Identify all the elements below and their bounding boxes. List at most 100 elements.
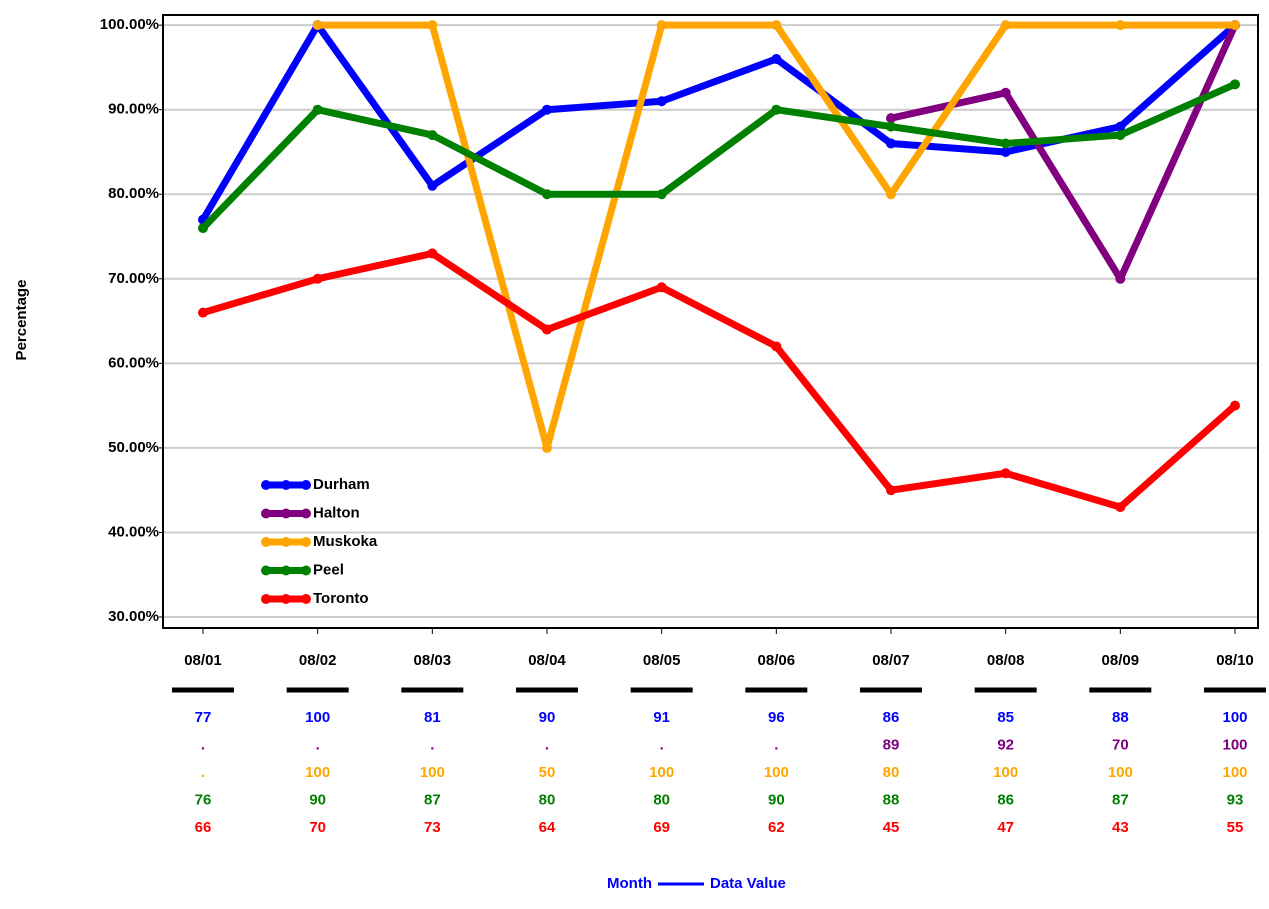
table-value: 89 [883,736,900,753]
x-tick-label: 08/05 [643,652,681,669]
point [1230,20,1240,31]
x-tick-label: 08/01 [184,652,222,669]
legend-dot [301,565,311,576]
point [1000,146,1011,157]
table-value: 85 [997,709,1014,726]
table-value: 90 [309,791,326,808]
point [771,341,782,352]
y-axis-title: Percentage [13,280,30,361]
point [886,189,896,200]
table-value: . [545,736,549,753]
point [1000,138,1011,149]
point [427,20,438,31]
point [198,307,208,318]
point [542,442,552,453]
series-line [200,81,1237,231]
x-tick-label: 08/10 [1216,652,1254,669]
legend-label: Peel [313,561,344,578]
table-value: 50 [539,764,556,781]
legend-dot [281,480,291,490]
plot-frame [162,14,1259,629]
legend-dot [301,594,311,604]
legend-label: Muskoka [313,533,378,550]
point [1115,273,1126,284]
point [1230,79,1240,90]
table-value: 100 [1222,709,1247,726]
table-value: . [774,736,778,753]
x-tick-label: 08/09 [1102,652,1140,669]
legend-dot [281,565,291,576]
point [656,20,667,31]
table-value: 87 [424,791,441,808]
point [427,180,438,191]
table-value: 55 [1227,819,1244,836]
table-value: 100 [1222,736,1247,753]
table-title: Data Value [710,875,786,892]
table-value: 92 [997,736,1014,753]
table-value: 76 [195,791,212,808]
table-value: 100 [420,764,445,781]
x-axis-title: Month [607,875,652,892]
point [542,189,552,200]
legend-dot [281,537,291,547]
x-tick-label: 08/04 [528,652,566,669]
table-value: 66 [195,819,212,836]
point [198,223,208,234]
point [1115,20,1126,31]
point [312,273,323,284]
table-value: 100 [764,764,789,781]
legend-dot [261,594,271,604]
y-tick-label: 30.00% [108,608,159,625]
point [1000,20,1011,31]
table-value: 88 [1112,709,1129,726]
legend-label: Halton [313,504,360,521]
x-tick-label: 08/07 [872,652,910,669]
point [1115,502,1126,513]
table-value: 43 [1112,819,1129,836]
table-value: 100 [305,709,330,726]
table-value: 91 [653,709,670,726]
series-line [202,249,1238,511]
table-value: 81 [424,709,441,726]
point [1115,130,1126,141]
point [656,189,667,200]
point [886,121,896,132]
legend-label: Durham [313,476,370,493]
table-value: . [201,764,205,781]
table-value: 100 [305,764,330,781]
point [886,485,896,496]
table-value: 100 [1222,764,1247,781]
table-value: . [430,736,434,753]
legend-dot [261,537,271,547]
table-value: 70 [1112,736,1129,753]
point [312,104,323,115]
point [1000,468,1011,479]
x-tick-label: 08/08 [987,652,1025,669]
legend-dot [261,480,271,490]
y-tick-label: 70.00% [108,270,159,287]
table-value: . [660,736,664,753]
point [771,53,782,64]
y-tick-label: 40.00% [108,523,159,540]
table-value: 64 [539,819,556,836]
y-tick-label: 100.00% [100,16,159,33]
point [1000,87,1011,98]
y-tick-label: 80.00% [108,185,159,202]
point [886,113,896,124]
table-value: 100 [649,764,674,781]
point [886,138,896,149]
legend-dot [301,537,311,547]
table-value: 100 [993,764,1018,781]
y-tick-label: 60.00% [108,354,159,371]
point [656,282,667,293]
table-value: 73 [424,819,441,836]
legend-dot [261,508,271,519]
point [427,248,438,259]
table-value: 70 [309,819,326,836]
legend-dot [281,508,291,519]
table-value: 77 [195,709,212,726]
table-value: 69 [653,819,670,836]
point [542,104,552,115]
series-line [890,23,1239,283]
